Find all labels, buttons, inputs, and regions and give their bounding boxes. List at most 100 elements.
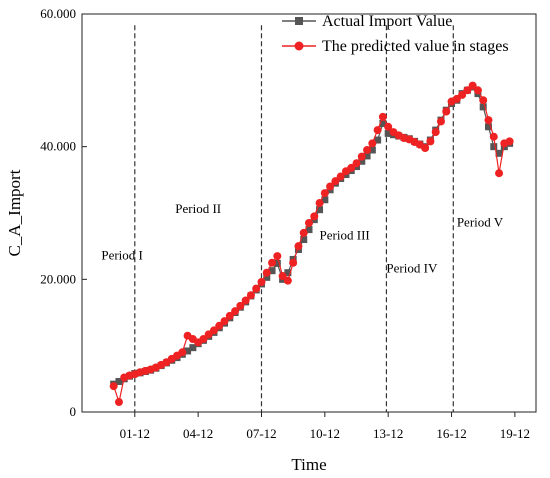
y-tick-label: 60.000 — [40, 6, 76, 21]
data-point — [189, 344, 197, 352]
data-point — [421, 143, 430, 152]
x-axis-title: Time — [291, 455, 326, 474]
legend: Actual Import Value The predicted value i… — [282, 13, 509, 55]
legend-label: Actual Import Value — [322, 13, 452, 30]
legend-marker — [294, 41, 304, 51]
period-lines — [134, 25, 454, 412]
data-point — [331, 177, 340, 186]
x-axis: 01-12 04-12 07-12 10-12 13-12 16-12 19-12 — [120, 412, 530, 441]
data-point — [231, 307, 240, 316]
data-point — [316, 206, 324, 214]
period-labels: Period I Period II Period III Period IV Peri… — [101, 201, 503, 276]
data-point — [468, 81, 477, 90]
x-tick-label: 13-12 — [373, 426, 403, 441]
data-point — [109, 382, 118, 391]
data-point — [458, 90, 467, 99]
data-point — [294, 242, 303, 251]
x-tick-label: 16-12 — [436, 426, 466, 441]
data-point — [273, 259, 281, 267]
series-line — [113, 86, 510, 385]
x-tick-label: 01-12 — [120, 426, 150, 441]
data-point — [315, 199, 324, 208]
data-point — [368, 139, 377, 148]
data-point — [373, 126, 382, 135]
x-tick-label: 10-12 — [310, 426, 340, 441]
period-label: Period I — [101, 247, 143, 262]
data-point — [463, 86, 472, 95]
data-point — [495, 149, 503, 157]
data-point — [363, 152, 371, 160]
data-point — [326, 182, 335, 191]
data-point — [278, 272, 287, 281]
period-label: Period II — [175, 201, 221, 216]
data-point — [363, 145, 372, 154]
y-tick-label: 0 — [70, 404, 77, 419]
data-point — [489, 132, 498, 141]
data-point — [378, 112, 387, 121]
legend-marker — [295, 17, 303, 25]
data-point — [484, 123, 492, 131]
data-point — [178, 348, 187, 357]
data-point — [220, 317, 229, 326]
data-point — [479, 96, 488, 105]
y-axis: 0 20.000 40.000 60.000 — [40, 6, 87, 419]
data-point — [236, 301, 245, 310]
data-point — [310, 212, 319, 221]
plot-area — [81, 13, 537, 413]
data-point — [268, 258, 277, 267]
data-point — [283, 276, 292, 285]
data-point — [490, 143, 498, 151]
data-point — [257, 277, 266, 286]
data-point — [505, 137, 514, 146]
y-tick-label: 20.000 — [40, 271, 76, 286]
data-point — [263, 273, 271, 281]
series-line — [113, 84, 510, 405]
x-tick-label: 04-12 — [183, 426, 213, 441]
y-tick-label: 40.000 — [40, 139, 76, 154]
data-point — [299, 228, 308, 237]
data-point — [374, 136, 382, 144]
data-point — [300, 236, 308, 244]
plot-frame — [81, 13, 537, 413]
period-label: Period V — [457, 214, 504, 229]
series-2 — [109, 81, 514, 407]
data-point — [358, 157, 366, 165]
period-label: Period IV — [386, 261, 438, 276]
data-point — [473, 86, 482, 95]
data-point — [336, 172, 345, 181]
data-point — [495, 169, 504, 178]
x-tick-label: 07-12 — [246, 426, 276, 441]
data-point — [384, 122, 393, 131]
data-point — [484, 116, 493, 125]
data-point — [347, 163, 356, 172]
legend-label: The predicted value in stages — [322, 38, 509, 55]
data-point — [284, 269, 292, 277]
data-point — [357, 152, 366, 161]
data-point — [305, 218, 313, 227]
data-point — [215, 321, 224, 330]
data-point — [199, 335, 208, 344]
data-point — [305, 226, 313, 234]
data-point — [384, 129, 392, 137]
data-point — [436, 117, 445, 126]
x-tick-label: 19-12 — [500, 426, 530, 441]
data-point — [115, 377, 123, 385]
data-point — [252, 284, 261, 293]
series-1 — [110, 83, 514, 388]
data-point — [225, 311, 234, 320]
data-point — [262, 268, 271, 277]
data-point — [321, 196, 329, 204]
data-point — [352, 159, 361, 168]
data-point — [368, 146, 376, 154]
data-point — [379, 119, 387, 127]
period-label: Period III — [320, 228, 370, 243]
data-point — [268, 267, 276, 275]
data-point — [114, 398, 123, 407]
data-point — [426, 137, 435, 146]
y-axis-title: C_A_Import — [5, 169, 24, 256]
data-point — [431, 128, 440, 137]
data-point — [241, 296, 250, 305]
data-point — [273, 252, 282, 261]
data-point — [442, 107, 451, 116]
